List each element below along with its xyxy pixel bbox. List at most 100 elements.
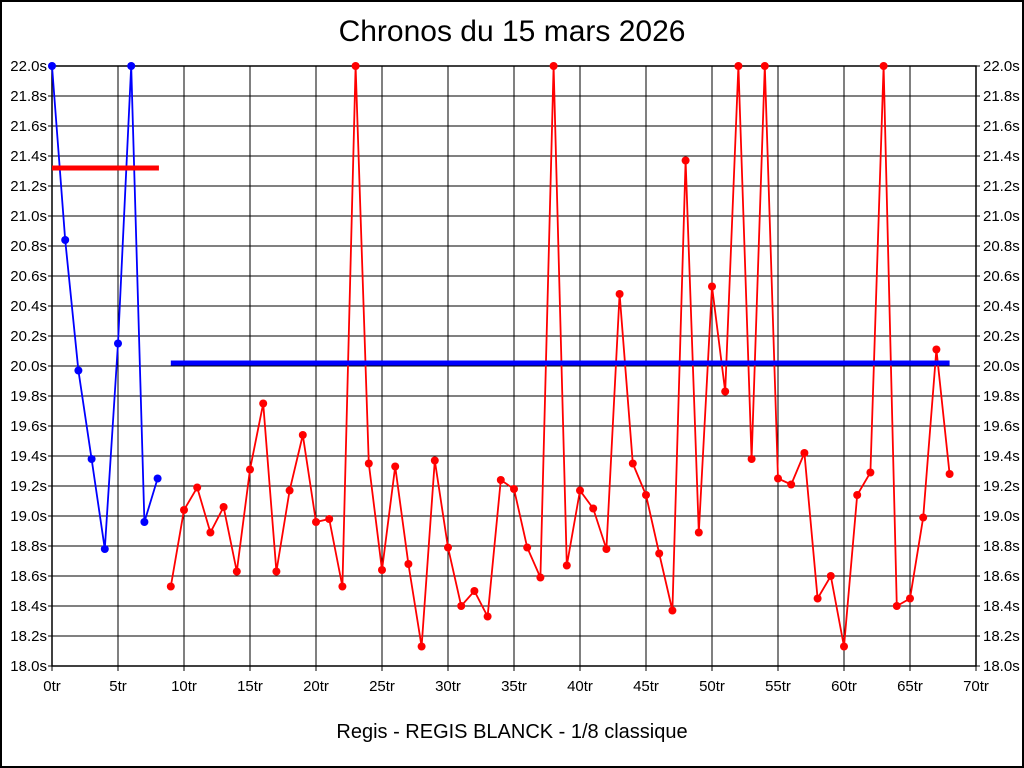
y-tick-label-right: 21.6s bbox=[983, 118, 1020, 135]
session-2-red-point bbox=[312, 518, 320, 526]
session-1-blue-line bbox=[51, 65, 159, 550]
session-2-red-point bbox=[246, 465, 254, 474]
session-2-red-point bbox=[444, 543, 452, 552]
plot-border bbox=[51, 65, 977, 667]
y-tick-label-left: 19.0s bbox=[10, 508, 47, 525]
session-2-red-point bbox=[391, 462, 400, 471]
session-2-red-point bbox=[602, 545, 611, 553]
y-tick-label-left: 19.2s bbox=[10, 478, 47, 495]
x-tick-label: 20tr bbox=[303, 678, 329, 695]
session-2-red-point bbox=[747, 455, 756, 463]
session-2-red-point bbox=[892, 602, 901, 610]
session-2-red-point bbox=[576, 486, 584, 495]
y-tick-label-right: 21.4s bbox=[983, 148, 1020, 165]
session-2-red-point bbox=[470, 587, 479, 595]
x-tick-label: 50tr bbox=[699, 678, 725, 695]
session-2-red-point bbox=[787, 480, 796, 489]
session-2-red-point bbox=[193, 483, 202, 492]
session-2-red-point bbox=[180, 506, 188, 514]
session-2-red-point bbox=[615, 290, 624, 298]
y-tick-label-right: 19.6s bbox=[983, 418, 1020, 435]
session-2-red-point bbox=[655, 549, 664, 558]
session-2-red-point bbox=[932, 345, 941, 354]
session-2-red-point bbox=[628, 459, 637, 468]
y-tick-label-left: 20.0s bbox=[10, 358, 47, 375]
session-1-blue-point bbox=[127, 62, 136, 70]
y-tick-label-left: 19.6s bbox=[10, 418, 47, 435]
session-1-blue-point bbox=[114, 339, 122, 348]
x-tick-label: 65tr bbox=[897, 678, 923, 695]
y-tick-label-left: 18.2s bbox=[10, 628, 47, 645]
y-tick-label-right: 20.0s bbox=[983, 358, 1020, 375]
x-tick-label: 10tr bbox=[171, 678, 197, 695]
session-2-red-point bbox=[232, 567, 241, 576]
session-2-red-point bbox=[945, 470, 954, 478]
session-2-red-point bbox=[668, 606, 677, 615]
session-2-red-point bbox=[364, 459, 373, 468]
session-2-red-point bbox=[510, 485, 518, 493]
x-tick-label: 25tr bbox=[369, 678, 395, 695]
y-tick-label-left: 19.4s bbox=[10, 448, 47, 465]
y-tick-label-left: 21.2s bbox=[10, 178, 47, 195]
y-tick-label-right: 19.8s bbox=[983, 388, 1020, 405]
y-tick-label-right: 19.0s bbox=[983, 508, 1020, 525]
y-tick-label-left: 21.0s bbox=[10, 208, 47, 225]
session-2-red-point bbox=[404, 560, 413, 568]
session-2-red-point bbox=[219, 503, 228, 511]
y-tick-label-left: 18.8s bbox=[10, 538, 47, 555]
session-2-red-point bbox=[708, 282, 716, 291]
y-tick-label-right: 18.8s bbox=[983, 538, 1020, 555]
y-tick-label-left: 20.2s bbox=[10, 328, 47, 345]
session-2-red-point bbox=[457, 602, 466, 610]
y-tick-label-right: 21.0s bbox=[983, 208, 1020, 225]
session-2-red-point bbox=[338, 582, 347, 591]
session-2-red-point bbox=[800, 449, 809, 457]
y-tick-label-left: 21.8s bbox=[10, 88, 47, 105]
x-tick-label: 70tr bbox=[963, 678, 989, 695]
y-tick-label-right: 18.0s bbox=[983, 658, 1020, 675]
session-2-red-line bbox=[169, 65, 951, 647]
session-2-red-point bbox=[549, 62, 558, 70]
session-2-red-point bbox=[496, 476, 505, 484]
session-2-red-point bbox=[642, 491, 650, 499]
session-2-red-point bbox=[879, 62, 888, 70]
session-1-blue-point bbox=[48, 62, 56, 70]
y-tick-label-right: 20.8s bbox=[983, 238, 1020, 255]
session-2-red-point bbox=[919, 513, 928, 522]
session-2-red-point bbox=[536, 573, 545, 582]
x-tick-label: 5tr bbox=[109, 678, 127, 695]
session-1-blue-point bbox=[74, 366, 83, 375]
session-1-blue-point bbox=[100, 545, 109, 553]
session-2-red-point bbox=[774, 474, 782, 483]
session-2-red-point bbox=[285, 486, 294, 495]
session-2-red-point bbox=[325, 515, 334, 523]
session-2-red-point bbox=[906, 594, 914, 603]
x-tick-label: 0tr bbox=[43, 678, 61, 695]
y-tick-label-left: 22.0s bbox=[10, 58, 47, 75]
y-tick-label-right: 21.2s bbox=[983, 178, 1020, 195]
session-1-blue-point bbox=[153, 474, 162, 483]
session-2-red-point bbox=[826, 572, 835, 580]
session-2-red-point bbox=[734, 62, 743, 70]
y-tick-label-right: 19.2s bbox=[983, 478, 1020, 495]
session-1-blue-point bbox=[87, 455, 96, 463]
x-tick-label: 45tr bbox=[633, 678, 659, 695]
y-tick-label-right: 20.4s bbox=[983, 298, 1020, 315]
session-1-blue-point bbox=[61, 236, 70, 244]
session-2-red-point bbox=[417, 642, 426, 651]
y-tick-label-left: 20.6s bbox=[10, 268, 47, 285]
session-2-red-point bbox=[351, 62, 360, 70]
x-tick-label: 55tr bbox=[765, 678, 791, 695]
session-2-red-point bbox=[166, 582, 175, 591]
y-tick-label-right: 21.8s bbox=[983, 88, 1020, 105]
y-tick-label-left: 21.6s bbox=[10, 118, 47, 135]
y-tick-label-right: 19.4s bbox=[983, 448, 1020, 465]
session-2-red-point bbox=[853, 491, 862, 499]
y-tick-label-left: 18.6s bbox=[10, 568, 47, 585]
x-tick-label: 15tr bbox=[237, 678, 263, 695]
y-tick-label-left: 18.0s bbox=[10, 658, 47, 675]
session-2-red-point bbox=[760, 62, 769, 70]
session-2-red-point bbox=[298, 431, 307, 439]
